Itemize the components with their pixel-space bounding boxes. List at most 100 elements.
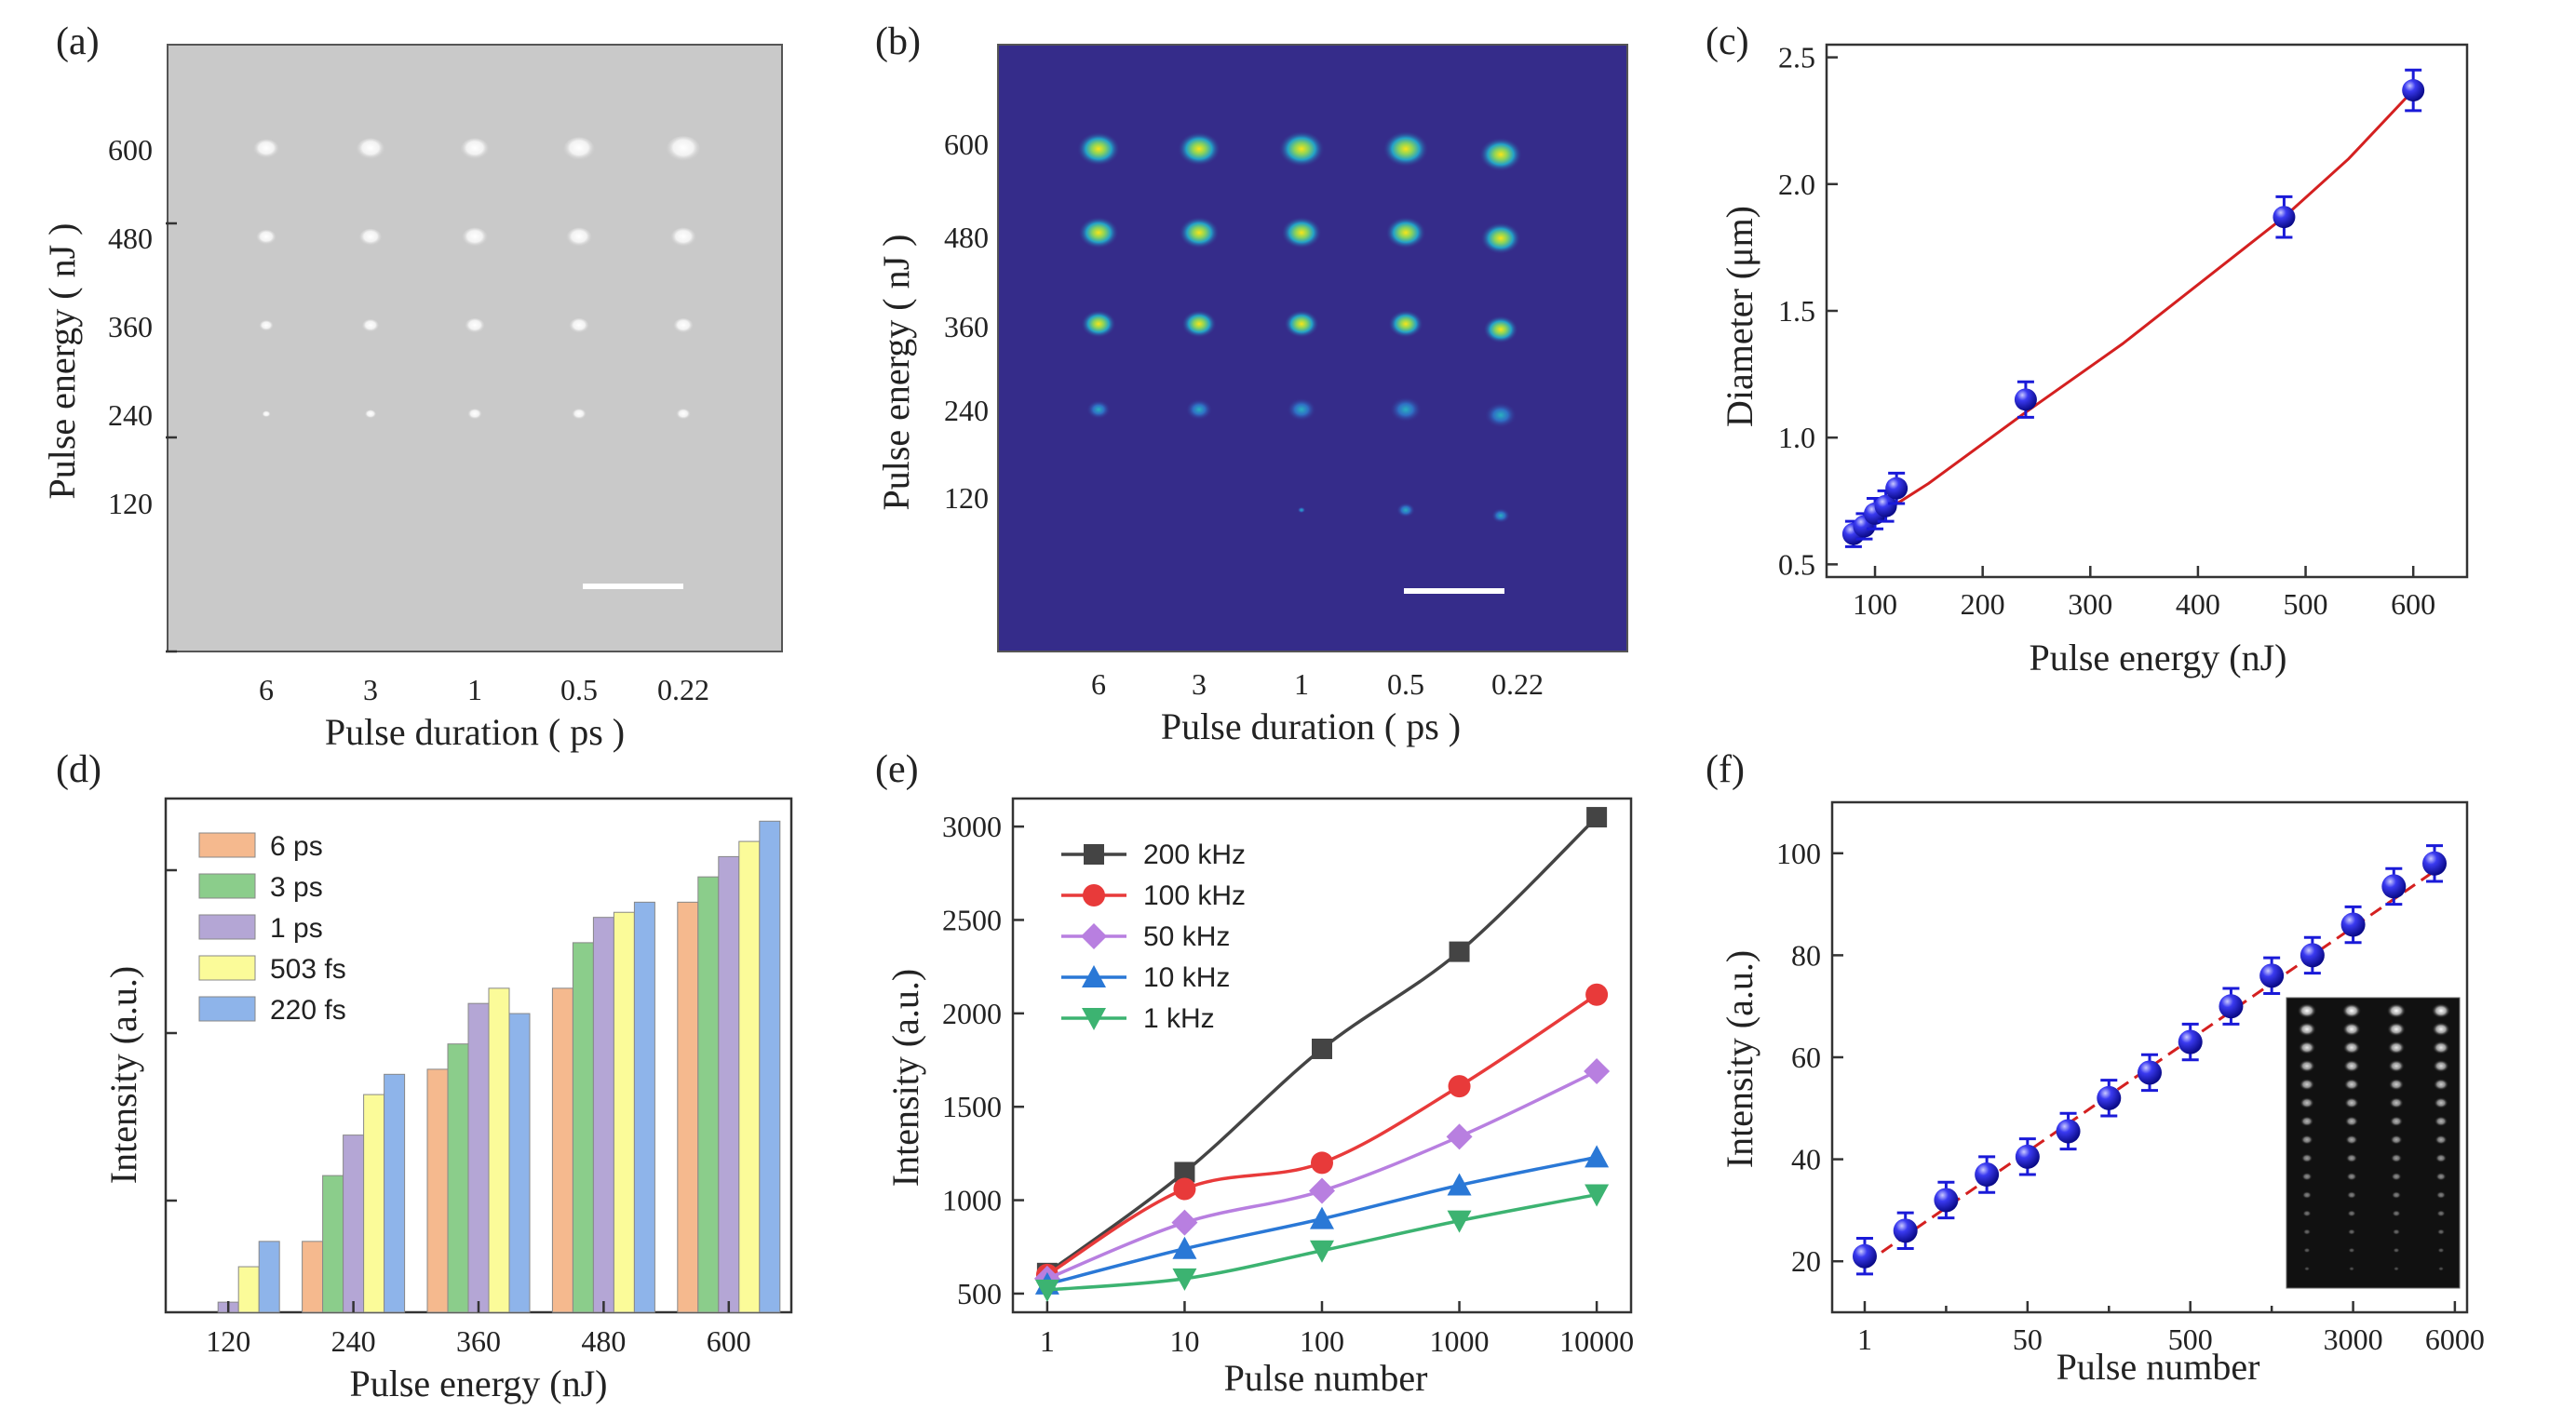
inset-spot: [2437, 1266, 2445, 1271]
sem-spot: [673, 317, 694, 334]
bar: [508, 1013, 531, 1313]
inset-spot: [2435, 1172, 2447, 1181]
data-point: [1934, 1188, 1959, 1213]
sem-spot: [253, 139, 279, 159]
fluorescence-spot: [1181, 310, 1217, 338]
xtick-label: 120: [206, 1324, 250, 1358]
data-point: [2381, 874, 2407, 899]
data-point: [1975, 1162, 2000, 1188]
panel-d-tag: (d): [56, 748, 101, 791]
ytick-label: 1.5: [1778, 294, 1815, 328]
inset-spot: [2345, 1135, 2358, 1145]
ytick-label: 1000: [942, 1184, 1002, 1217]
ytick-label: 500: [957, 1277, 1002, 1310]
fluorescence-spot: [1284, 310, 1319, 338]
data-point: [2178, 1029, 2203, 1054]
inset-spot: [2301, 1172, 2313, 1181]
ytick-label: 360: [108, 310, 153, 343]
sem-spot: [467, 409, 482, 420]
marker: [1585, 1184, 1610, 1207]
fluorescence-spot: [1081, 310, 1116, 338]
xtick-label: 0.5: [1387, 667, 1424, 701]
sem-spot: [465, 317, 485, 334]
bar: [488, 987, 510, 1313]
fluorescence-spot: [1179, 216, 1220, 249]
panel-b-tag: (b): [875, 20, 921, 63]
panel-a-tag: (a): [56, 20, 100, 63]
fluorescence-spot: [1297, 506, 1306, 514]
inset-spot: [2391, 1191, 2402, 1199]
xtick-label: 360: [456, 1324, 501, 1358]
sem-spot: [365, 410, 376, 419]
data-point: [2056, 1119, 2081, 1144]
xtick-label: 300: [2068, 587, 2112, 621]
inset-spot: [2390, 1135, 2403, 1145]
data-point: [2422, 851, 2448, 876]
marker: [1174, 1162, 1195, 1183]
data-point: [1852, 1243, 1877, 1269]
fluorescence-spot: [1388, 310, 1423, 338]
panel-c-ylabel: Diameter (μm): [1719, 206, 1760, 427]
xtick-label: 10000: [1559, 1324, 1634, 1358]
xtick-label: 200: [1961, 587, 2005, 621]
inset-spot: [2391, 1172, 2402, 1181]
inset-spot: [2436, 1210, 2446, 1217]
marker: [1312, 1038, 1332, 1059]
legend-swatch: [198, 873, 256, 899]
inset-spot: [2434, 1153, 2448, 1163]
sem-spot: [462, 227, 488, 248]
inset-spot: [2346, 1191, 2357, 1199]
bar: [718, 855, 740, 1313]
fluorescence-spot: [1480, 222, 1521, 255]
ytick-label: 480: [108, 222, 153, 255]
legend-swatch: [198, 996, 256, 1022]
bar: [633, 901, 655, 1313]
bar: [592, 917, 614, 1313]
inset-spot: [2346, 1172, 2357, 1181]
inset-spot: [2344, 1097, 2359, 1108]
inset-spot: [2347, 1210, 2356, 1217]
bar: [572, 942, 594, 1313]
marker: [1084, 844, 1104, 865]
legend-swatch: [198, 955, 256, 981]
marker: [1310, 1240, 1334, 1263]
xtick-label: 1: [1294, 667, 1309, 701]
marker: [1447, 1210, 1472, 1233]
legend-label: 100 kHz: [1143, 880, 1246, 911]
ytick-label: 40: [1791, 1143, 1821, 1176]
panel-b-xlabel: Pulse duration ( ps ): [1161, 705, 1461, 747]
fluorescence-spot: [1177, 131, 1221, 167]
inset-spot: [2433, 1059, 2449, 1073]
sem-spot: [670, 227, 696, 248]
marker: [1311, 1151, 1333, 1175]
data-point: [1893, 1218, 1918, 1243]
legend-label: 220 fs: [270, 995, 346, 1026]
marker: [1082, 965, 1106, 987]
inset-spot: [2298, 1022, 2316, 1037]
sem-spot: [259, 320, 274, 331]
legend-swatch: [198, 914, 256, 940]
data-point: [2015, 1144, 2040, 1169]
xtick-label: 3: [1192, 667, 1207, 701]
bar: [343, 1135, 365, 1313]
fluorescence-spot: [1078, 216, 1119, 249]
ytick-label: 2000: [942, 997, 1002, 1030]
inset-spot: [2432, 1022, 2450, 1037]
fluorescence-spot: [1382, 130, 1429, 168]
legend-label: 200 kHz: [1143, 839, 1246, 870]
ytick-label: 360: [944, 310, 989, 343]
ytick-label: 600: [944, 128, 989, 161]
marker: [1586, 807, 1608, 828]
inset-spot: [2388, 1078, 2405, 1091]
xtick-label: 6: [259, 673, 274, 706]
xtick-label: 500: [2168, 1323, 2213, 1356]
marker: [1447, 1173, 1472, 1196]
inset-spot: [2390, 1153, 2403, 1163]
sem-spot: [563, 137, 595, 161]
fluorescence-spot: [1076, 131, 1121, 167]
legend-label: 503 fs: [270, 954, 346, 985]
marker: [1171, 1209, 1198, 1236]
sem-spot: [362, 319, 379, 332]
legend-label: 1 kHz: [1143, 1003, 1215, 1034]
